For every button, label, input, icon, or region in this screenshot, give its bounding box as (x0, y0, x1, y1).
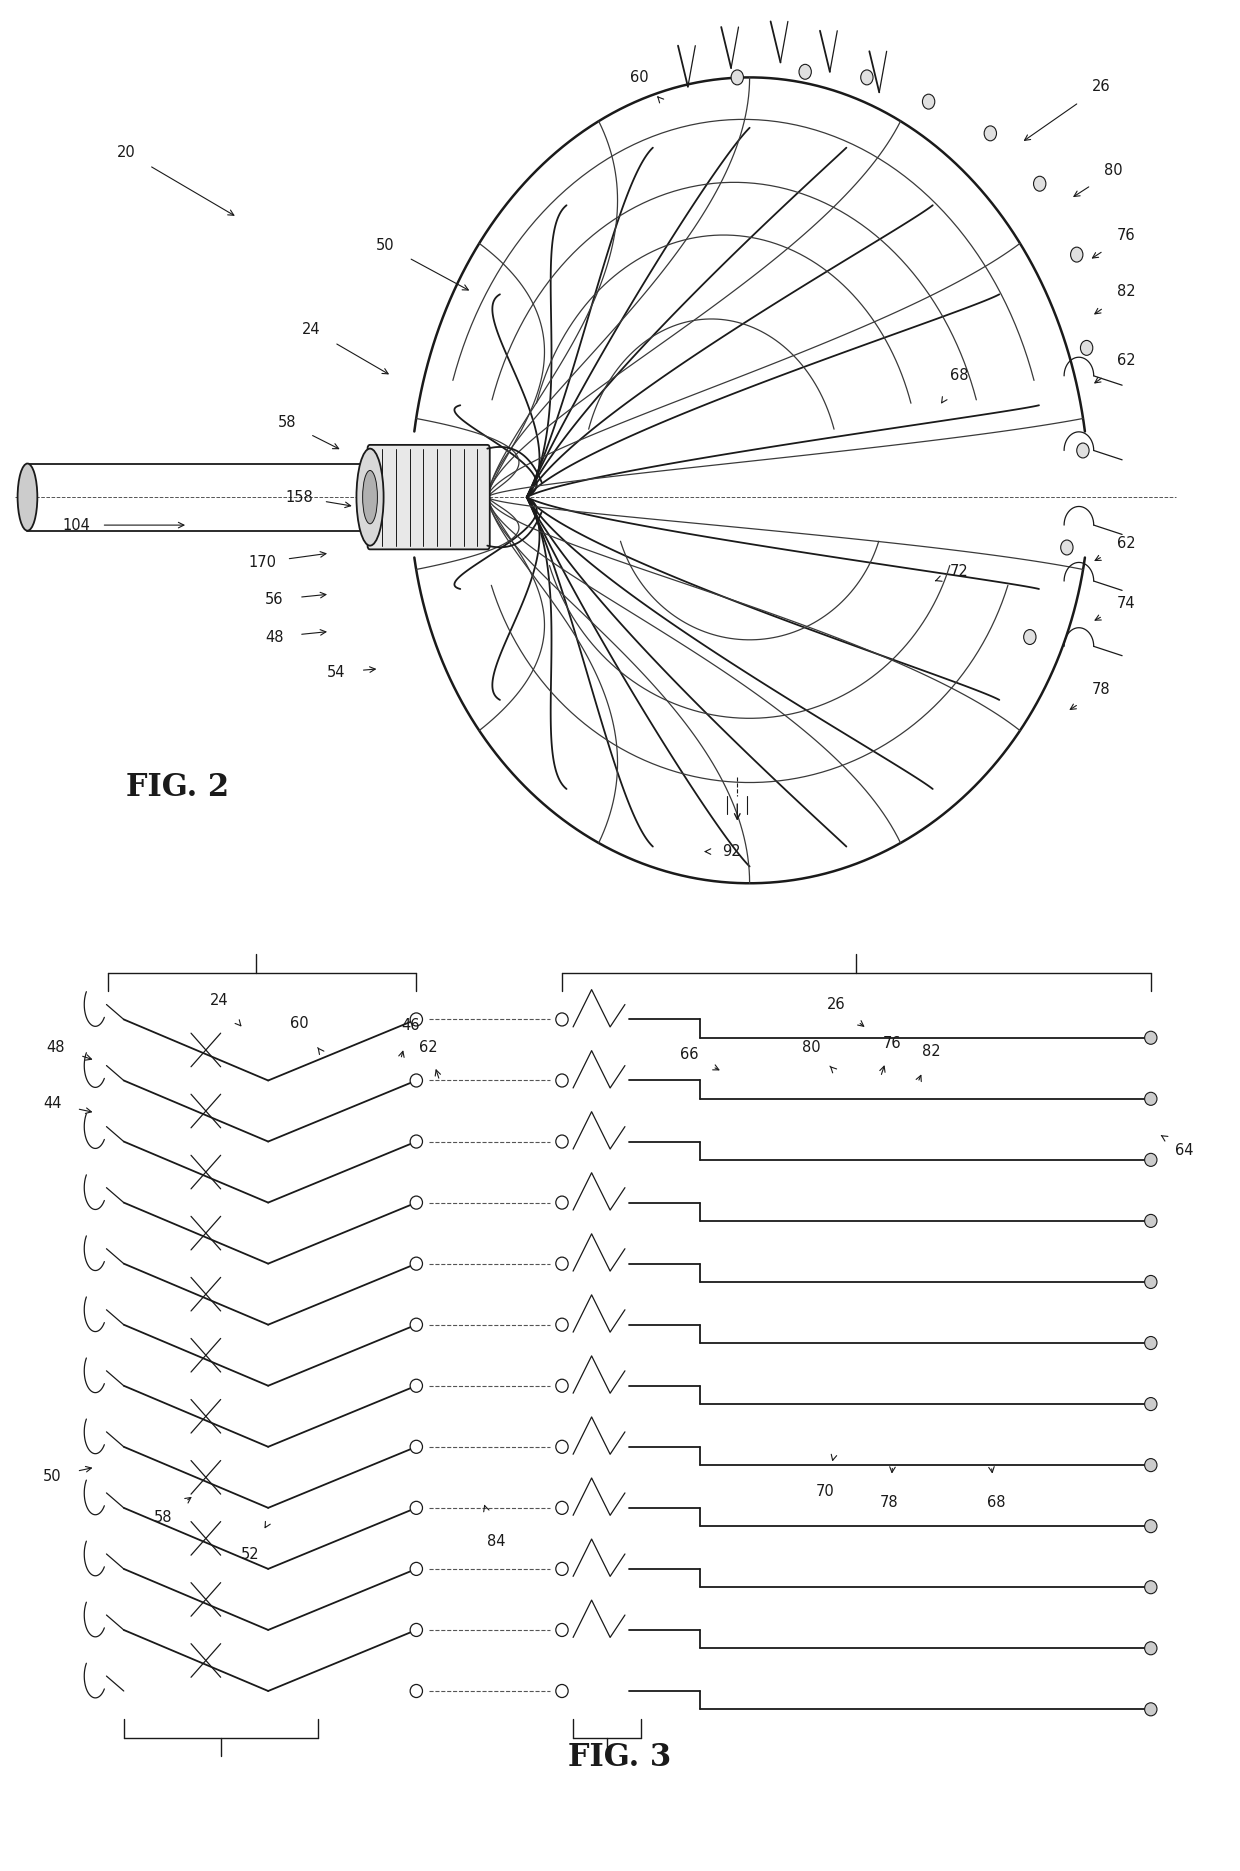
Text: 48: 48 (265, 629, 284, 644)
Ellipse shape (923, 94, 935, 109)
Text: 84: 84 (487, 1534, 506, 1549)
Ellipse shape (556, 1074, 568, 1087)
Text: 82: 82 (1117, 284, 1136, 299)
Text: 66: 66 (680, 1048, 698, 1063)
Text: 58: 58 (278, 415, 296, 430)
Ellipse shape (799, 64, 811, 79)
Ellipse shape (1145, 1336, 1157, 1349)
Ellipse shape (861, 69, 873, 84)
Ellipse shape (556, 1684, 568, 1697)
Text: 170: 170 (248, 556, 277, 571)
Text: 50: 50 (43, 1469, 62, 1484)
Ellipse shape (1145, 1214, 1157, 1227)
Text: 52: 52 (241, 1547, 259, 1562)
Ellipse shape (1145, 1703, 1157, 1716)
Ellipse shape (410, 1624, 423, 1637)
Ellipse shape (356, 449, 383, 546)
Text: 24: 24 (303, 322, 321, 337)
Text: 76: 76 (883, 1037, 901, 1052)
Ellipse shape (362, 470, 377, 524)
Ellipse shape (410, 1501, 423, 1514)
Text: 68: 68 (987, 1495, 1006, 1510)
Text: 158: 158 (285, 490, 312, 505)
Ellipse shape (556, 1012, 568, 1025)
Text: 74: 74 (1117, 597, 1136, 612)
Ellipse shape (410, 1196, 423, 1209)
Ellipse shape (985, 125, 997, 140)
Ellipse shape (1145, 1398, 1157, 1411)
Text: 62: 62 (1117, 354, 1136, 369)
Text: 20: 20 (117, 144, 135, 159)
Ellipse shape (410, 1136, 423, 1149)
Ellipse shape (556, 1257, 568, 1270)
FancyBboxPatch shape (367, 445, 490, 550)
Ellipse shape (556, 1136, 568, 1149)
Ellipse shape (556, 1501, 568, 1514)
Text: 82: 82 (921, 1044, 940, 1059)
Ellipse shape (732, 69, 744, 84)
Text: 54: 54 (327, 664, 345, 679)
Ellipse shape (1145, 1519, 1157, 1532)
Text: 50: 50 (376, 238, 394, 253)
Ellipse shape (1076, 443, 1089, 458)
Text: 104: 104 (63, 518, 91, 533)
Ellipse shape (1145, 1153, 1157, 1166)
Text: 76: 76 (1117, 228, 1136, 243)
Ellipse shape (556, 1562, 568, 1575)
Ellipse shape (410, 1012, 423, 1025)
Ellipse shape (556, 1624, 568, 1637)
Ellipse shape (410, 1319, 423, 1332)
Ellipse shape (1033, 176, 1045, 191)
Ellipse shape (1024, 629, 1035, 644)
Text: 80: 80 (1105, 163, 1123, 178)
Ellipse shape (410, 1074, 423, 1087)
Text: FIG. 3: FIG. 3 (568, 1742, 672, 1772)
Text: 46: 46 (401, 1018, 419, 1033)
Text: 68: 68 (950, 369, 968, 384)
Text: 72: 72 (950, 565, 968, 580)
Text: 92: 92 (722, 844, 740, 859)
Text: 44: 44 (43, 1096, 62, 1111)
Ellipse shape (1145, 1581, 1157, 1594)
Ellipse shape (410, 1684, 423, 1697)
Ellipse shape (1080, 341, 1092, 355)
Ellipse shape (17, 464, 37, 531)
Ellipse shape (410, 1379, 423, 1392)
Ellipse shape (1145, 1641, 1157, 1654)
Ellipse shape (556, 1441, 568, 1454)
Ellipse shape (410, 1441, 423, 1454)
Ellipse shape (410, 1562, 423, 1575)
Text: 70: 70 (816, 1484, 835, 1499)
Text: 62: 62 (419, 1040, 438, 1055)
Text: 78: 78 (1092, 681, 1111, 696)
Text: 58: 58 (154, 1510, 172, 1525)
Ellipse shape (556, 1196, 568, 1209)
Ellipse shape (556, 1319, 568, 1332)
Text: 56: 56 (265, 593, 284, 608)
Text: 64: 64 (1174, 1143, 1193, 1158)
Ellipse shape (556, 1379, 568, 1392)
Ellipse shape (1145, 1276, 1157, 1289)
Text: 60: 60 (630, 69, 649, 84)
Ellipse shape (1145, 1031, 1157, 1044)
Ellipse shape (410, 1257, 423, 1270)
Text: 78: 78 (880, 1495, 899, 1510)
Text: 60: 60 (290, 1016, 309, 1031)
Text: 80: 80 (802, 1040, 821, 1055)
Text: FIG. 2: FIG. 2 (126, 771, 229, 803)
Text: 24: 24 (210, 994, 228, 1008)
Ellipse shape (1060, 541, 1073, 556)
Text: 48: 48 (47, 1040, 66, 1055)
Text: 62: 62 (1117, 537, 1136, 552)
Text: 26: 26 (827, 997, 846, 1012)
Text: 26: 26 (1092, 79, 1111, 94)
Ellipse shape (1145, 1459, 1157, 1472)
Ellipse shape (1070, 247, 1083, 262)
Ellipse shape (1145, 1093, 1157, 1106)
